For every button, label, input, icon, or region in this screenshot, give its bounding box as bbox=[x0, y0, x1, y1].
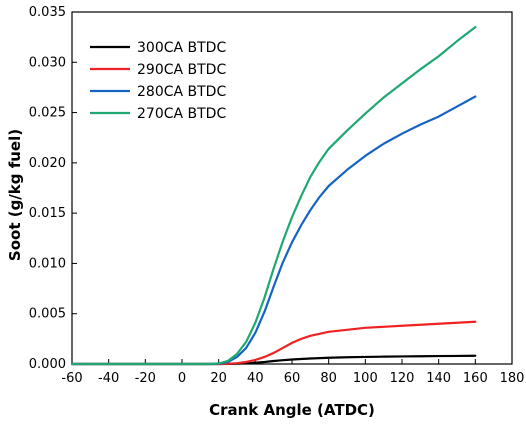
x-axis-title: Crank Angle (ATDC) bbox=[209, 401, 375, 419]
y-tick-label: 0.035 bbox=[29, 5, 66, 20]
x-tick-label: 160 bbox=[463, 371, 488, 386]
x-tick-label: -20 bbox=[135, 371, 156, 386]
y-tick-label: 0.015 bbox=[29, 206, 66, 221]
series-line-2 bbox=[70, 95, 477, 366]
legend-label-0: 300CA BTDC bbox=[137, 40, 226, 56]
y-tick-label: 0.010 bbox=[29, 256, 66, 271]
y-tick-label: 0.020 bbox=[29, 156, 66, 171]
series-line-3 bbox=[70, 25, 477, 366]
x-tick-label: 60 bbox=[284, 371, 301, 386]
legend-label-3: 270CA BTDC bbox=[137, 106, 226, 122]
series-line-1 bbox=[70, 320, 477, 366]
series-line-0 bbox=[70, 354, 477, 366]
y-tick-label: 0.005 bbox=[29, 307, 66, 322]
y-tick-label: 0.030 bbox=[29, 55, 66, 70]
x-tick-label: 140 bbox=[426, 371, 451, 386]
y-tick-label: 0.025 bbox=[29, 106, 66, 121]
x-tick-label: 20 bbox=[210, 371, 227, 386]
x-tick-label: -40 bbox=[98, 371, 119, 386]
y-tick-label: 0.000 bbox=[29, 357, 66, 372]
x-tick-label: 100 bbox=[353, 371, 378, 386]
x-tick-label: 180 bbox=[500, 371, 525, 386]
x-tick-label: 0 bbox=[178, 371, 186, 386]
y-axis-title: Soot (g/kg fuel) bbox=[6, 129, 24, 261]
plot-area: -60 -40 -20 0 20 40 60 80 100 120 140 160 180 0.000 0.… bbox=[29, 5, 525, 386]
x-tick-label: 80 bbox=[320, 371, 337, 386]
legend-label-1: 290CA BTDC bbox=[137, 62, 226, 78]
x-tick-label: 40 bbox=[247, 371, 264, 386]
legend-label-2: 280CA BTDC bbox=[137, 84, 226, 100]
legend: 300CA BTDC 290CA BTDC 280CA BTDC 270CA BTDC bbox=[90, 40, 226, 122]
y-axis-title-group: Soot (g/kg fuel) bbox=[6, 129, 24, 261]
x-tick-label: 120 bbox=[390, 371, 415, 386]
x-tick-label: -60 bbox=[61, 371, 82, 386]
